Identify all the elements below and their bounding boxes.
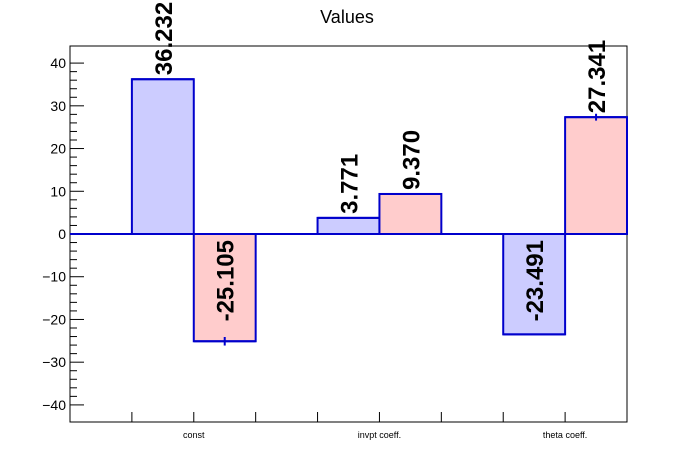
x-category-label: const <box>183 430 205 440</box>
data-label: -25.105 <box>213 240 240 321</box>
y-tick-label: −10 <box>42 269 66 285</box>
y-tick-label: −30 <box>42 354 66 370</box>
y-tick-label: −20 <box>42 311 66 327</box>
y-tick-label: 30 <box>50 98 66 114</box>
y-axis: −40 −30 −20 −10 0 10 20 30 40 <box>42 55 84 413</box>
chart-title: Values <box>320 7 374 27</box>
bars <box>70 78 628 346</box>
y-tick-label: 0 <box>58 226 66 242</box>
x-axis: const invpt coeff. theta coeff. <box>131 412 628 440</box>
data-label: 9.370 <box>398 130 425 190</box>
data-labels: 36.232 -25.105 3.771 9.370 -23.491 27.341 <box>151 2 611 322</box>
data-label: 27.341 <box>584 40 611 113</box>
bar <box>502 233 567 336</box>
x-category-label: invpt coeff. <box>358 430 401 440</box>
bar <box>130 78 195 235</box>
y-tick-label: 20 <box>50 141 66 157</box>
x-category-label: theta coeff. <box>543 430 587 440</box>
data-label: 3.771 <box>337 154 364 214</box>
data-label: 36.232 <box>151 2 178 75</box>
y-tick-label: 10 <box>50 183 66 199</box>
bar <box>316 216 381 235</box>
y-tick-label: 40 <box>50 55 66 71</box>
y-tick-label: −40 <box>42 397 66 413</box>
bar <box>564 116 628 235</box>
data-label: -23.491 <box>522 240 549 321</box>
bar <box>378 192 443 235</box>
